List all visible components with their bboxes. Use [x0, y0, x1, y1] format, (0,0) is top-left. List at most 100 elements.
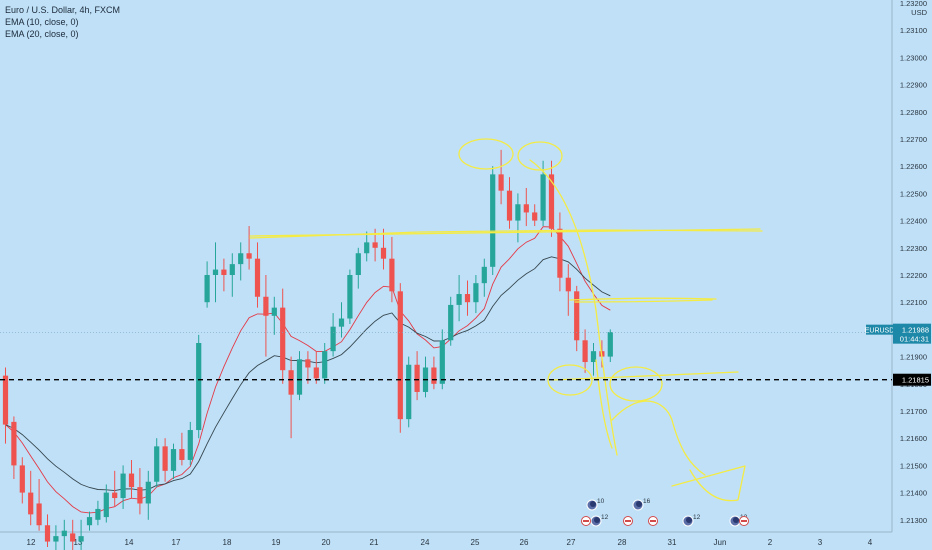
event-count: 16: [643, 498, 651, 505]
candle-body: [338, 318, 345, 327]
price-tick: 1.22800: [900, 108, 927, 117]
candle-body: [137, 487, 143, 504]
economic-event-icon[interactable]: 12: [682, 514, 701, 527]
price-tick: 1.21300: [900, 516, 927, 525]
candle-body: [347, 275, 353, 319]
candle-body: [263, 296, 269, 316]
time-label: 28: [618, 538, 627, 547]
candle-body: [397, 291, 403, 420]
candle-body: [204, 275, 210, 303]
time-label: 4: [868, 538, 873, 547]
price-tick: 1.22900: [900, 81, 927, 90]
candle-body: [406, 364, 412, 420]
candle-body: [70, 533, 76, 542]
candle-body: [372, 242, 378, 248]
ema10-label[interactable]: EMA (10, close, 0): [5, 17, 79, 27]
time-label: 25: [471, 538, 480, 547]
event-count: 12: [693, 514, 701, 521]
candle-body: [330, 326, 336, 352]
symbol-badge: [866, 324, 893, 335]
candles: [2, 149, 613, 550]
candle-body: [532, 212, 538, 221]
candle-body: [145, 481, 151, 504]
bottom-circle-right[interactable]: [609, 366, 663, 402]
candle-body: [322, 351, 328, 379]
economic-event-icon[interactable]: 16: [632, 498, 651, 511]
last-price-badge: [893, 323, 931, 344]
time-label: 3: [818, 538, 823, 547]
event-count: 10: [597, 498, 605, 505]
candle-body: [288, 370, 294, 395]
candle-body: [154, 446, 160, 482]
chart-legend: Euro / U.S. Dollar, 4h, FXCM EMA (10, cl…: [5, 4, 120, 40]
candle-body: [473, 283, 479, 303]
candle-body: [515, 204, 521, 221]
candle-body: [162, 446, 168, 471]
projection-path[interactable]: [529, 159, 746, 502]
candle-body: [78, 536, 84, 542]
candle-body: [523, 204, 529, 213]
candle-body: [53, 536, 59, 542]
time-label: 26: [520, 538, 529, 547]
flag-icon[interactable]: [581, 516, 591, 526]
time-label: 18: [223, 538, 232, 547]
price-tick: 1.23000: [900, 53, 927, 62]
candle-body: [61, 530, 67, 537]
economic-event-icon[interactable]: 12: [590, 514, 609, 527]
price-tick: 1.22300: [900, 244, 927, 253]
candle-body: [271, 307, 277, 316]
candle-body: [380, 247, 387, 259]
candle-body: [565, 277, 571, 292]
ema20-label[interactable]: EMA (20, close, 0): [5, 29, 79, 39]
support-zone-line[interactable]: [569, 297, 717, 303]
user-drawings[interactable]: [249, 138, 763, 502]
economic-event-icon[interactable]: 10: [586, 498, 605, 511]
event-icons[interactable]: 1016121212: [581, 498, 749, 527]
price-tick: 1.23100: [900, 26, 927, 35]
flag-icon[interactable]: [739, 516, 749, 526]
candle-body: [221, 269, 227, 275]
candle-body: [11, 421, 17, 466]
time-label: 12: [27, 538, 36, 547]
candle-body: [254, 258, 261, 297]
candle-body: [179, 449, 185, 460]
time-axis[interactable]: 12 13 14 17 18 19 20 21 24 25 26 27 28 31 Jun 2 3 4: [0, 531, 892, 547]
event-count: 12: [601, 514, 609, 521]
top-circle-left[interactable]: [458, 138, 514, 170]
time-label: 31: [668, 538, 677, 547]
time-label: 20: [322, 538, 331, 547]
flag-icon[interactable]: [623, 516, 633, 526]
candle-body: [128, 473, 135, 488]
flag-icon[interactable]: [648, 516, 658, 526]
time-label: 19: [272, 538, 281, 547]
candle-body: [414, 364, 420, 392]
time-label: 2: [768, 538, 773, 547]
symbol-title[interactable]: Euro / U.S. Dollar, 4h, FXCM: [5, 5, 121, 15]
resistance-line-upper[interactable]: [249, 228, 761, 237]
candle-body: [187, 430, 193, 460]
support-line-lower[interactable]: [551, 371, 739, 381]
candle-body: [196, 343, 202, 431]
candle-body: [238, 253, 244, 265]
candle-body: [439, 340, 445, 384]
countdown-text: 01:44:31: [900, 335, 929, 344]
bottom-circle-left[interactable]: [547, 364, 593, 396]
price-tick: 1.23200: [900, 0, 927, 8]
time-label: Jun: [714, 538, 727, 547]
price-tick: 1.21600: [900, 434, 927, 443]
candle-body: [103, 492, 109, 518]
line-price-badge: [893, 373, 931, 386]
candle-body: [280, 307, 286, 371]
price-tick: 1.22700: [900, 135, 927, 144]
top-circle-right[interactable]: [517, 141, 563, 171]
candle-body: [44, 525, 51, 542]
candle-body: [2, 375, 9, 425]
price-tick: 1.21500: [900, 461, 927, 470]
symbol-badge-text: EURUSD: [865, 328, 895, 335]
price-tick: 1.22400: [900, 217, 927, 226]
candle-body: [112, 492, 118, 499]
price-tick: 1.21900: [900, 353, 927, 362]
